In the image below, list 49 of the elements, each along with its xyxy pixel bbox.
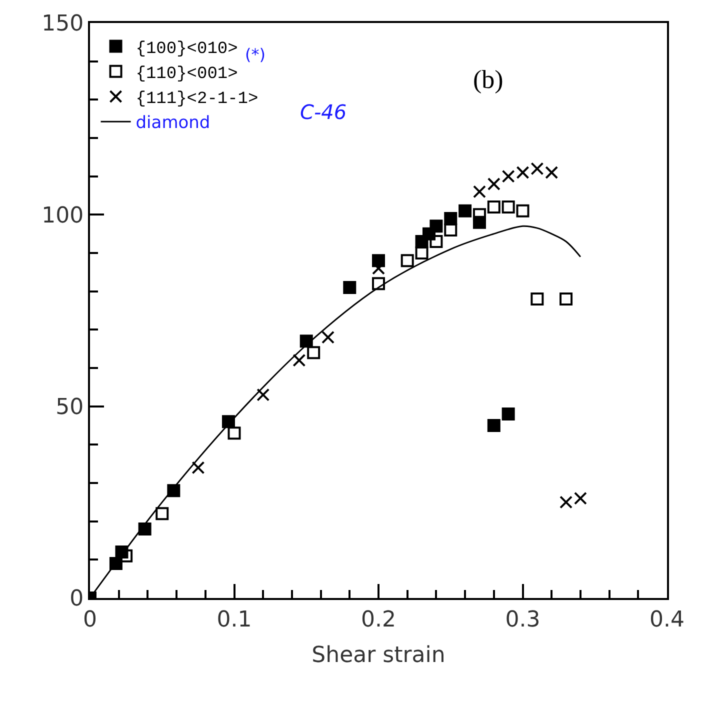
y-tick-label: 150 [42,12,84,37]
point [487,200,500,214]
point [322,330,335,344]
point [444,212,458,225]
y-tick-label: 50 [56,395,84,420]
x-tick-label: 0.1 [216,607,252,632]
x-tick-label: 0.3 [505,607,540,632]
point [228,426,241,440]
point [292,354,306,367]
point [487,419,500,432]
point [502,200,515,214]
x-tick-label: 0.4 [650,607,684,632]
legend-label: diamond [136,113,210,134]
point [502,408,515,420]
point [560,496,573,509]
annotation: (b) [473,65,504,94]
point [156,507,169,520]
point [415,246,428,260]
point [487,178,500,190]
point [256,388,270,402]
point [430,220,443,233]
y-tick-label: 100 [42,203,84,228]
point [372,277,385,290]
point [472,208,486,222]
x-tick-label: 0.2 [361,607,396,632]
point [430,235,443,248]
point [307,346,320,360]
point [530,162,544,176]
point [444,224,458,236]
point [560,292,573,306]
point [516,166,530,179]
annotation: (*) [245,45,266,64]
point [458,204,472,218]
point [530,292,544,306]
point [138,522,152,536]
annotation: C-46 [300,100,347,124]
legend-label: {111}<2-1-1> [136,90,258,110]
point [574,492,587,505]
legend-label: {100}<010> [136,40,238,59]
point [343,281,356,294]
point [192,461,205,474]
point [472,185,486,198]
point [502,170,515,183]
legend-label: {110}<001> [136,65,238,84]
x-axis-title: Shear strain [312,642,446,668]
point [516,204,530,218]
point [400,254,414,268]
y-tick-label: 0 [70,586,84,612]
point [545,166,558,179]
